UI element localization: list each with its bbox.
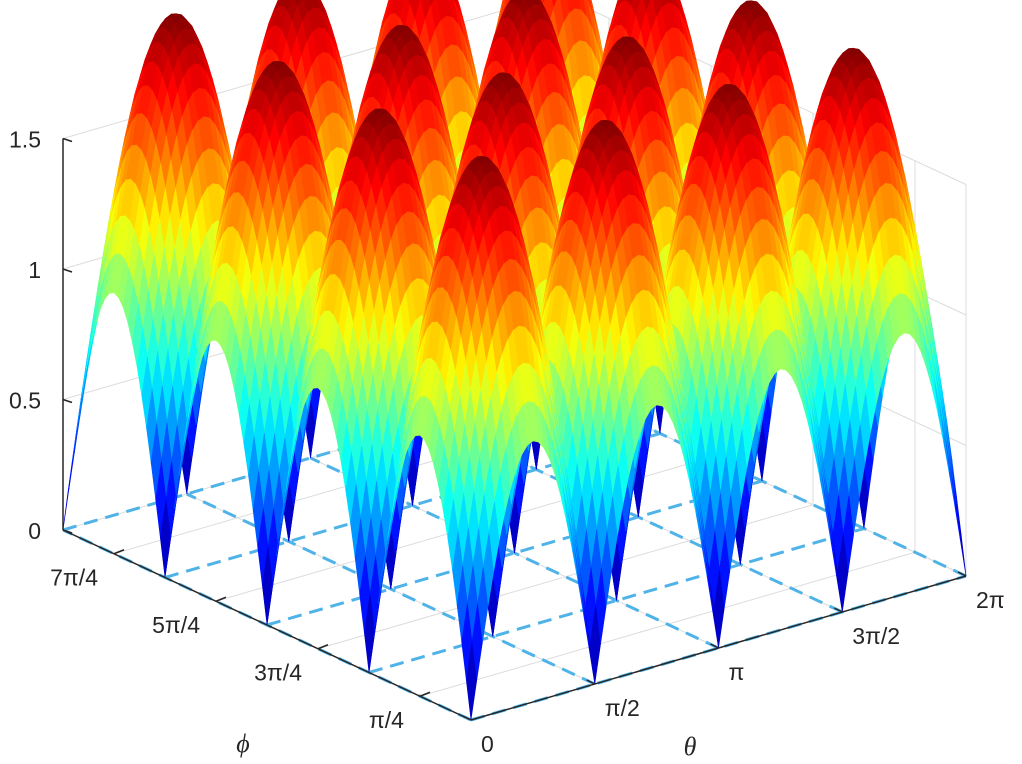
surface-plot <box>62 0 967 721</box>
surface-patch <box>407 0 412 6</box>
zero-line-phi <box>368 527 865 674</box>
zero-line-phi <box>266 479 763 627</box>
